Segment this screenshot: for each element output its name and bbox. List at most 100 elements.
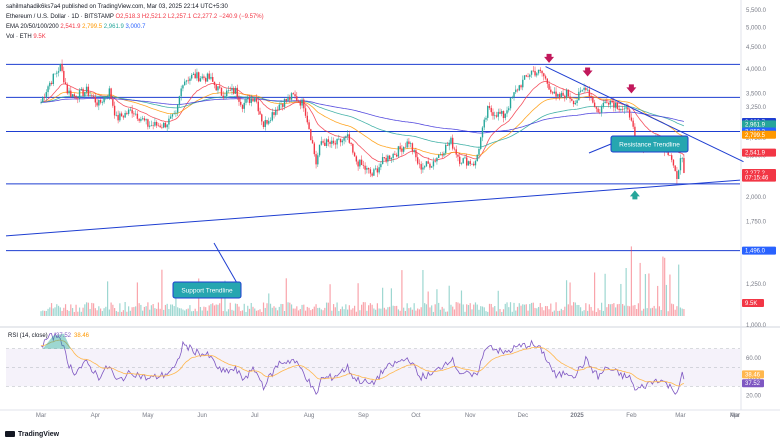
volume-bar	[250, 302, 252, 316]
candle-body	[670, 155, 673, 160]
candle-body	[522, 79, 524, 88]
volume-bar	[280, 303, 282, 316]
candle-body	[499, 111, 501, 114]
volume-bar	[385, 309, 387, 316]
candle-body	[169, 116, 172, 119]
ema-line	[40, 80, 685, 163]
candle-body	[529, 74, 531, 77]
candle-body	[133, 113, 135, 115]
candle-body	[268, 121, 270, 124]
price-tick-label: 1,750.0	[746, 220, 767, 226]
volume-bar	[126, 311, 128, 316]
candle-body	[413, 150, 415, 152]
candle-body	[558, 94, 561, 98]
volume-bar	[629, 306, 631, 316]
rsi-tag-box	[742, 370, 764, 379]
volume-bar	[327, 302, 329, 316]
volume-bar	[515, 310, 517, 316]
candle-body	[248, 97, 251, 103]
candle-body	[252, 98, 254, 102]
candle-body	[299, 101, 302, 106]
volume-bar	[639, 262, 641, 316]
volume-bar	[578, 304, 580, 316]
time-tick-label: Apr	[730, 413, 739, 419]
volume-bar	[234, 303, 237, 316]
candle-body	[171, 114, 174, 117]
candle-body	[138, 118, 140, 121]
time-tick-label: Oct	[411, 413, 421, 419]
candle-body	[583, 87, 585, 90]
candle-body	[397, 146, 400, 157]
volume-bar	[411, 309, 414, 316]
candle-body	[303, 99, 305, 109]
volume-bar	[334, 307, 336, 316]
candle-body	[606, 101, 608, 103]
candle-body	[474, 161, 477, 166]
price-tick-label: 1,250.0	[746, 282, 767, 288]
candle-body	[131, 109, 133, 114]
volume-bar	[304, 310, 307, 316]
candle-body	[269, 120, 272, 122]
volume-bar	[226, 311, 228, 316]
volume-bar	[325, 302, 328, 316]
candle-body	[313, 143, 316, 155]
volume-bar	[457, 302, 459, 316]
volume-bar	[233, 310, 235, 316]
support-callout-label: Support Trendline	[181, 288, 233, 295]
candle-body	[275, 109, 277, 115]
volume-bar	[308, 307, 310, 316]
volume-bar	[268, 293, 270, 316]
tradingview-logo[interactable]: TradingView	[5, 431, 59, 438]
candle-body	[126, 113, 128, 114]
candle-body	[87, 86, 90, 96]
volume-bar	[525, 304, 527, 316]
candle-body	[241, 104, 244, 109]
candle-body	[432, 161, 435, 167]
price-tick-label: 5,500.0	[746, 8, 767, 14]
volume-bar	[620, 283, 622, 316]
volume-bar	[164, 304, 167, 316]
volume-bar	[657, 285, 659, 316]
candle-body	[614, 102, 617, 108]
volume-bar	[499, 309, 501, 316]
candle-body	[56, 72, 58, 74]
candle-body	[488, 106, 491, 108]
volume-bar	[574, 302, 576, 316]
tradingview-logo-icon	[5, 431, 15, 437]
candle-body	[444, 144, 447, 154]
price-tick-label: 3,500.0	[746, 92, 767, 98]
candle-body	[266, 120, 268, 124]
candle-body	[80, 88, 83, 90]
volume-bar	[606, 307, 608, 316]
candle-body	[155, 122, 158, 126]
candle-body	[394, 153, 396, 155]
volume-bar	[119, 303, 121, 316]
resistance-callout-label: Resistance Trendline	[619, 142, 680, 149]
candle-body	[189, 78, 191, 81]
time-tick-label: Dec	[517, 413, 528, 419]
candle-body	[322, 141, 324, 143]
candle-body	[478, 148, 480, 155]
candle-body	[315, 154, 317, 165]
volume-bar	[156, 308, 158, 316]
volume-bar	[560, 308, 562, 316]
volume-bar	[199, 306, 202, 316]
time-tick-label: Mar	[36, 413, 46, 419]
candle-body	[537, 69, 540, 74]
volume-bar	[544, 306, 547, 316]
candle-body	[77, 98, 79, 100]
volume-bar	[418, 309, 421, 316]
price-tick-label: 5,000.0	[746, 26, 767, 32]
candle-body	[530, 70, 533, 75]
candle-body	[473, 163, 475, 166]
volume-bar	[622, 304, 624, 316]
volume-bar	[443, 308, 445, 316]
candle-body	[423, 166, 426, 168]
volume-bar	[59, 307, 61, 316]
volume-bar	[94, 308, 96, 316]
candle-body	[336, 138, 338, 145]
volume-bar	[346, 309, 349, 316]
candle-body	[555, 91, 557, 97]
